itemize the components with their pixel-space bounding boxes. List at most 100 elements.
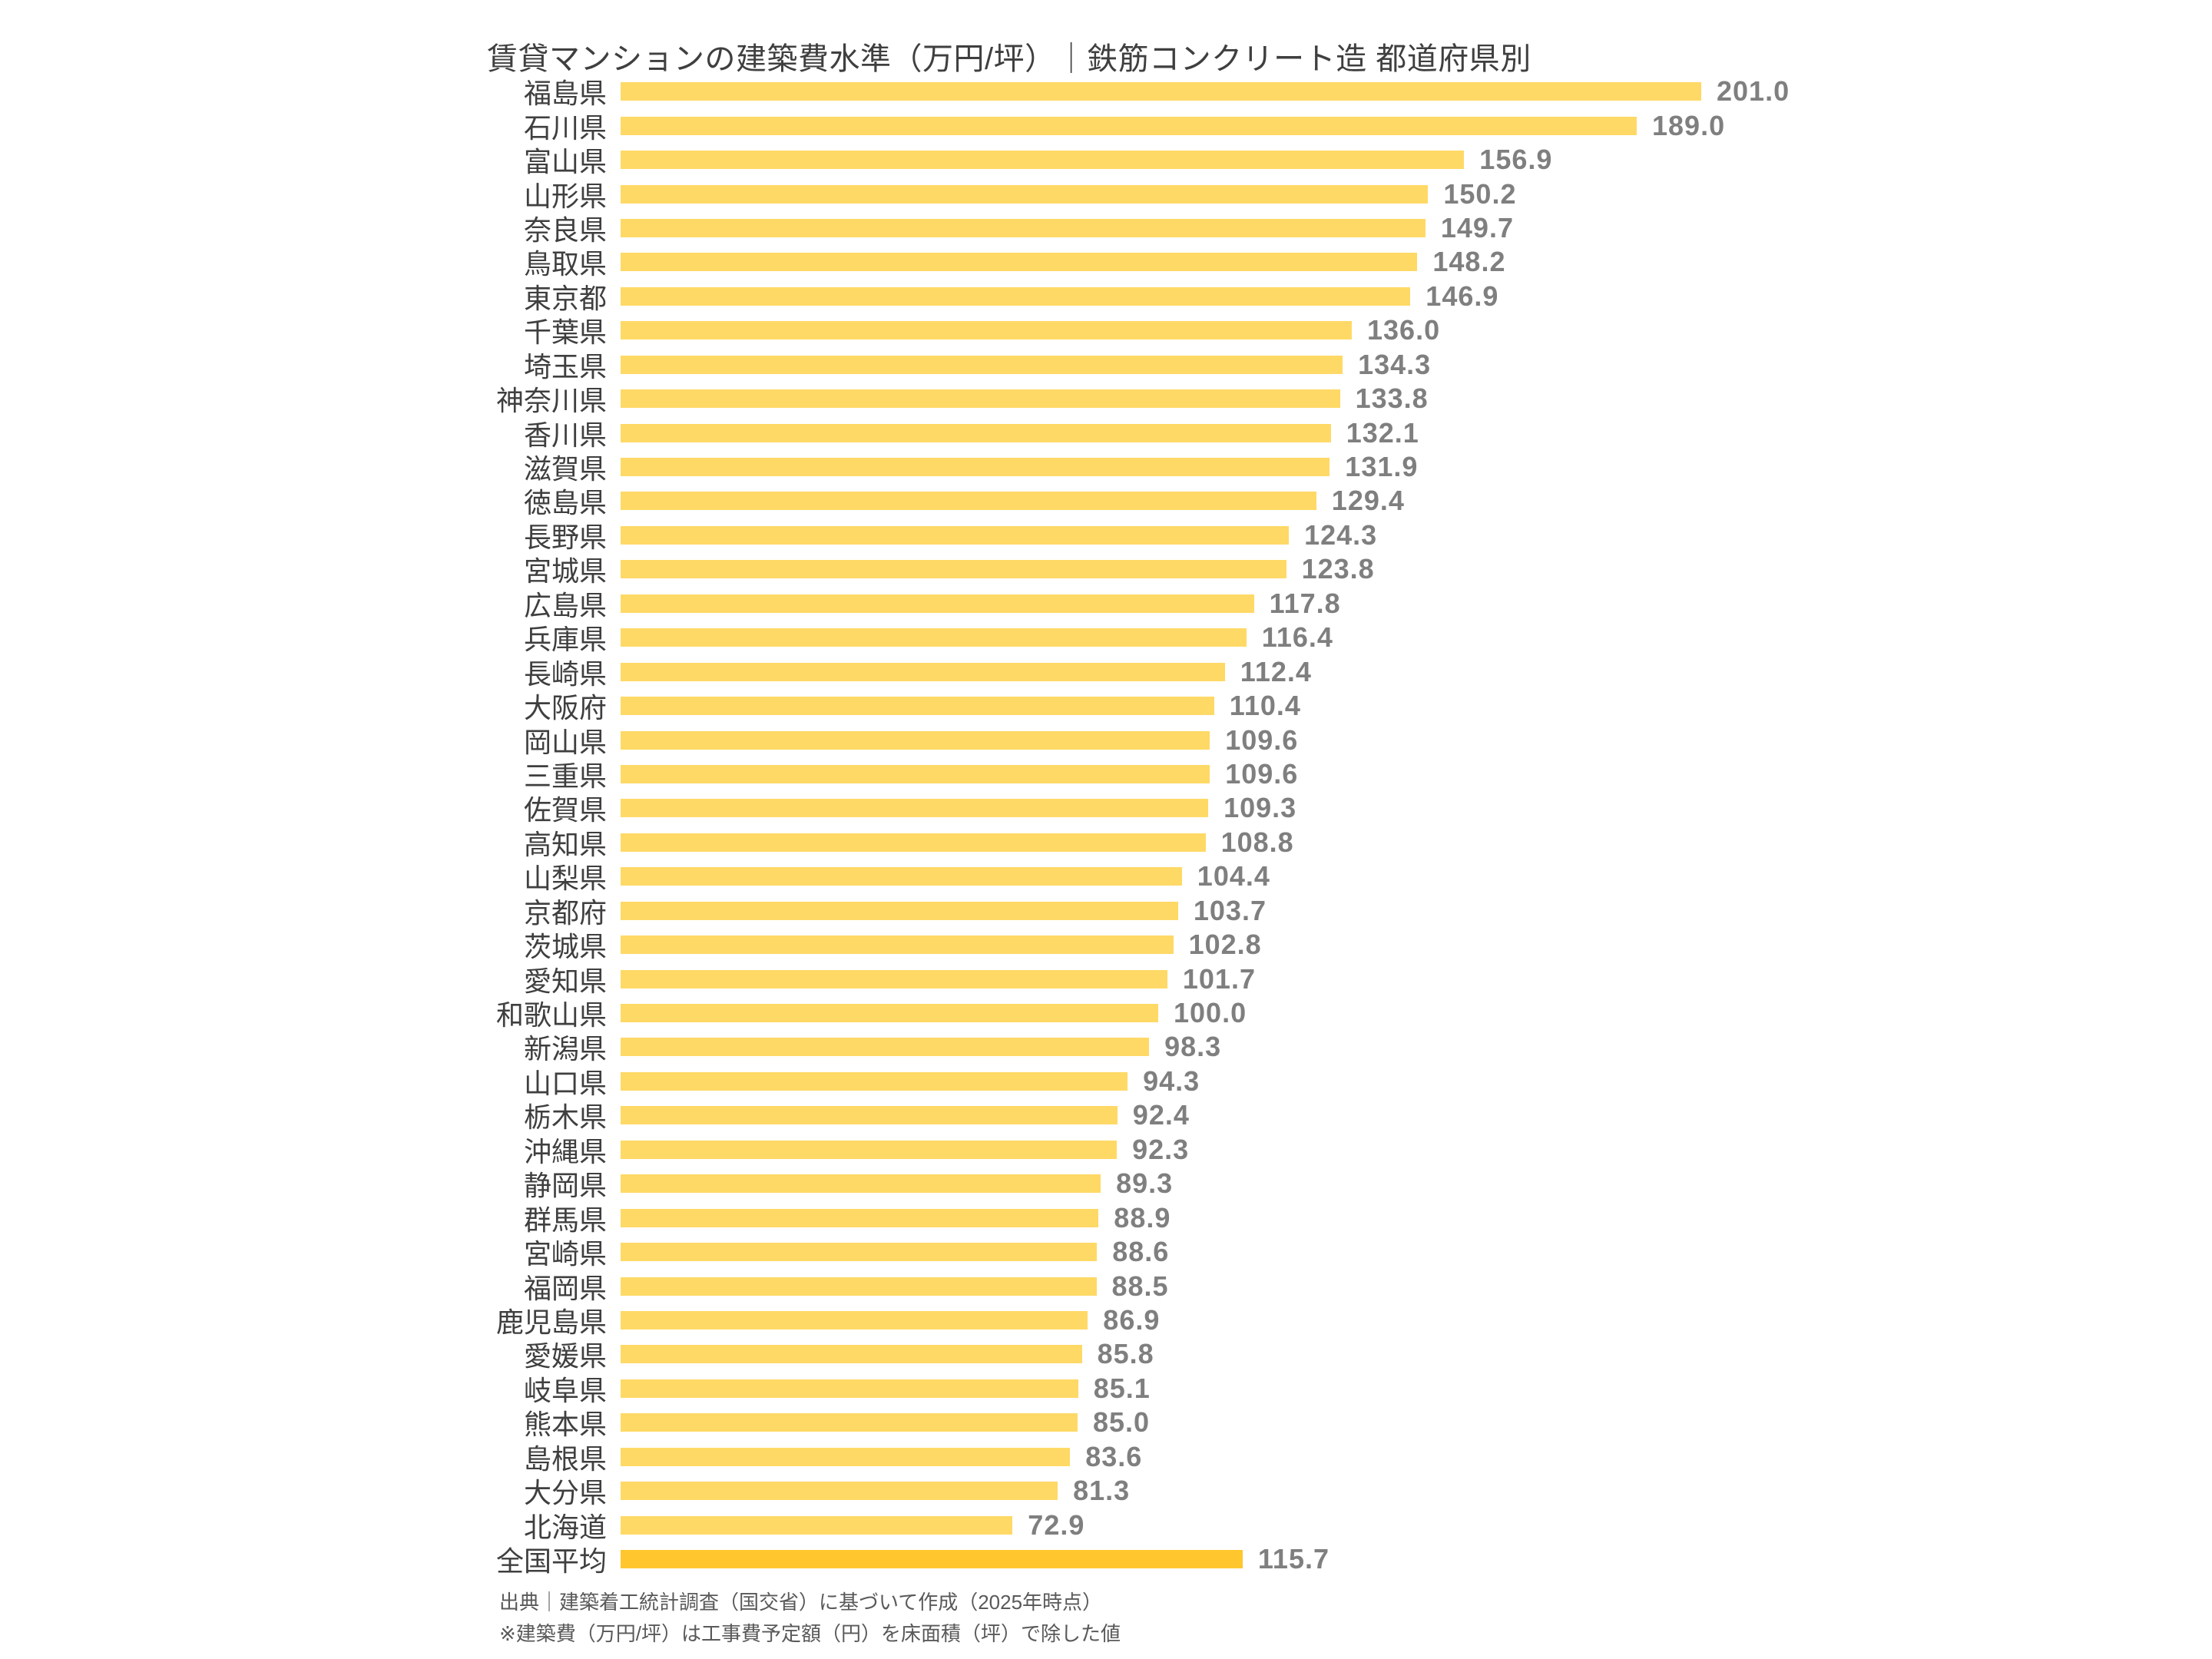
bar-row: 新潟県 98.3: [455, 1030, 1790, 1065]
category-label: 和歌山県: [495, 999, 607, 1031]
bar: [621, 151, 1465, 170]
bar-row: 沖縄県 92.3: [455, 1133, 1790, 1167]
category-label: 岡山県: [523, 726, 607, 758]
bar-row: 兵庫県 116.4: [455, 621, 1790, 656]
category-label: 千葉県: [523, 316, 607, 349]
bar-row: 香川県 132.1: [455, 416, 1790, 451]
bar: [621, 389, 1340, 409]
bar-row: 鹿児島県 86.9: [455, 1303, 1790, 1338]
bar-row: 岡山県 109.6: [455, 723, 1790, 758]
bar-row: 広島県 117.8: [455, 587, 1790, 621]
category-label: 長野県: [523, 521, 607, 553]
category-label: 兵庫県: [523, 624, 607, 656]
value-label: 134.3: [1358, 348, 1432, 380]
bar-row: 大阪府 110.4: [455, 689, 1790, 724]
value-label: 146.9: [1426, 280, 1499, 312]
category-label: 鹿児島県: [495, 1306, 607, 1338]
bar: [621, 1243, 1098, 1262]
method-note: ※建築費（万円/坪）は工事費予定額（円）を床面積（坪）で除した値: [499, 1622, 1121, 1645]
value-label: 110.4: [1229, 690, 1301, 722]
bar-row: 福岡県 88.5: [455, 1269, 1790, 1304]
bar-row: 宮崎県 88.6: [455, 1235, 1790, 1270]
value-label: 108.8: [1220, 826, 1294, 858]
category-label: 愛媛県: [523, 1340, 607, 1373]
bar: [621, 833, 1206, 852]
bar-row: 山形県 150.2: [455, 177, 1790, 212]
value-label: 92.3: [1132, 1133, 1190, 1165]
bar-row: 京都府 103.7: [455, 894, 1790, 929]
bar-row: 山梨県 104.4: [455, 859, 1790, 895]
bar: [621, 1277, 1097, 1296]
bar-chart: 福島県 201.0 石川県 189.0 富山県 156.9 山形県 150.2 …: [455, 75, 1790, 1577]
category-label: 群馬県: [523, 1204, 607, 1236]
category-label: 北海道: [523, 1511, 607, 1543]
value-label: 83.6: [1085, 1440, 1143, 1472]
category-label: 沖縄県: [523, 1135, 607, 1167]
value-label: 109.3: [1224, 792, 1297, 824]
value-label: 85.1: [1093, 1372, 1151, 1404]
bar-row: 岐阜県 85.1: [455, 1372, 1790, 1406]
bar-row: 静岡県 89.3: [455, 1167, 1790, 1201]
value-label: 131.9: [1345, 451, 1419, 483]
category-label: 埼玉県: [523, 350, 607, 382]
category-label: 大阪府: [523, 692, 607, 724]
category-label: 山梨県: [523, 863, 607, 895]
value-label: 88.5: [1111, 1270, 1169, 1302]
bar-row: 富山県 156.9: [455, 143, 1790, 177]
bar-row: 千葉県 136.0: [455, 313, 1790, 349]
category-label: 鳥取県: [523, 248, 607, 280]
bar: [621, 184, 1429, 204]
category-label: 栃木県: [523, 1101, 607, 1134]
category-label: 大分県: [523, 1477, 607, 1509]
value-label: 109.6: [1225, 724, 1299, 756]
value-label: 104.4: [1197, 860, 1270, 892]
bar: [621, 116, 1637, 135]
category-label: 島根県: [523, 1442, 607, 1475]
value-label: 117.8: [1269, 587, 1341, 619]
category-label: 山口県: [523, 1067, 607, 1099]
bar-row: 北海道 72.9: [455, 1508, 1790, 1543]
bar: [621, 1038, 1150, 1057]
bar: [621, 1482, 1058, 1501]
bar-row: 栃木県 92.4: [455, 1098, 1790, 1134]
value-label: 101.7: [1182, 962, 1256, 995]
category-label: 石川県: [523, 111, 607, 144]
bar: [621, 662, 1225, 681]
bar: [621, 1140, 1118, 1159]
source-note: 出典｜建築着工統計調査（国交省）に基づいて作成（2025年時点）: [499, 1591, 1103, 1614]
value-label: 201.0: [1717, 75, 1790, 108]
bar: [621, 1174, 1101, 1194]
bar: [621, 1310, 1088, 1330]
category-label: 京都府: [523, 896, 607, 929]
chart-title: 賃貸マンションの建築費水準（万円/坪）｜鉄筋コンクリート造 都道府県別: [487, 42, 1532, 76]
bar: [621, 1515, 1013, 1535]
bar: [621, 697, 1214, 716]
category-label: 山形県: [523, 180, 607, 212]
value-label: 136.0: [1367, 314, 1441, 346]
category-label: 愛知県: [523, 965, 607, 997]
bar: [621, 901, 1178, 920]
bar: [621, 1208, 1099, 1227]
value-label: 85.8: [1097, 1338, 1154, 1370]
bar-row: 埼玉県 134.3: [455, 348, 1790, 382]
bar: [621, 1447, 1071, 1466]
category-label: 岐阜県: [523, 1374, 607, 1406]
value-label: 94.3: [1143, 1065, 1200, 1097]
bar: [621, 253, 1418, 272]
bar-row: 宮城県 123.8: [455, 552, 1790, 587]
bar-row: 大分県 81.3: [455, 1474, 1790, 1508]
bar: [621, 969, 1167, 988]
bar-row: 福島県 201.0: [455, 75, 1790, 109]
bar-row: 愛知県 101.7: [455, 962, 1790, 997]
category-label: 佐賀県: [523, 794, 607, 826]
category-label: 高知県: [523, 828, 607, 860]
bar: [621, 1004, 1158, 1023]
category-label: 三重県: [523, 760, 607, 792]
bar: [621, 1345, 1082, 1364]
bar: [621, 867, 1182, 886]
bar-row: 三重県 109.6: [455, 757, 1790, 792]
category-label: 富山県: [523, 146, 607, 178]
bar: [621, 286, 1411, 306]
category-label: 奈良県: [523, 214, 607, 246]
value-label: 189.0: [1652, 109, 1726, 141]
